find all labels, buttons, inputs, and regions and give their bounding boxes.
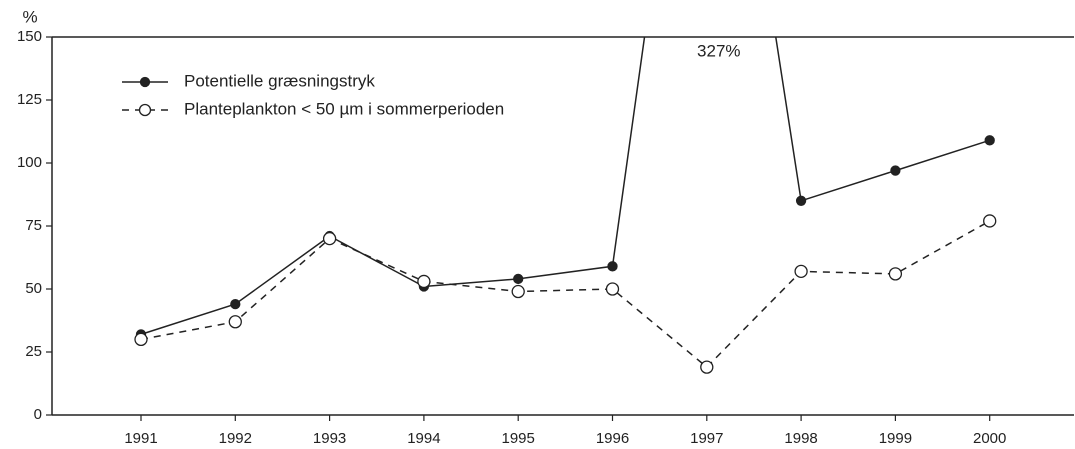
data-point (322, 231, 337, 246)
data-point (888, 267, 903, 281)
x-tick-label: 2000 (973, 430, 1006, 447)
x-tick-label: 1992 (219, 430, 252, 447)
data-point (230, 298, 241, 310)
legend-label: Potentielle græsningstryk (184, 71, 375, 90)
plot-area (134, 37, 997, 374)
x-tick-label: 1991 (124, 430, 157, 447)
y-tick-label: 25 (25, 343, 42, 360)
x-tick-label: 1994 (407, 430, 440, 447)
x-tick-label: 1998 (784, 430, 817, 447)
data-point (228, 315, 242, 329)
y-axis-label: % (22, 7, 37, 26)
series-line (140, 37, 990, 336)
x-tick-label: 1993 (313, 430, 346, 447)
data-point (134, 332, 148, 347)
y-tick-label: 100 (17, 154, 42, 171)
x-tick-label: 1997 (690, 430, 723, 447)
y-tick-label: 125 (17, 91, 42, 108)
data-point (795, 195, 807, 206)
legend-marker (138, 103, 152, 117)
y-tick-label: 75 (25, 217, 42, 234)
y-tick-label: 150 (17, 28, 42, 45)
series-line (140, 220, 991, 369)
data-point (794, 264, 808, 279)
data-point (511, 284, 525, 299)
x-tick-label: 1999 (879, 430, 912, 447)
data-point (513, 273, 524, 285)
data-point (983, 214, 997, 228)
data-point (417, 274, 431, 289)
data-point (984, 135, 995, 146)
y-tick-label: 50 (25, 280, 42, 297)
data-point (605, 282, 620, 296)
x-tick-label: 1996 (596, 430, 629, 447)
data-point (890, 165, 901, 176)
legend-label: Planteplankton < 50 µm i sommerperioden (184, 99, 504, 118)
data-label: 327% (697, 41, 740, 60)
legend-marker (139, 76, 151, 88)
y-tick-label: 0 (34, 406, 42, 423)
data-point (607, 261, 618, 272)
data-point (700, 360, 714, 374)
x-tick-label: 1995 (502, 430, 535, 447)
